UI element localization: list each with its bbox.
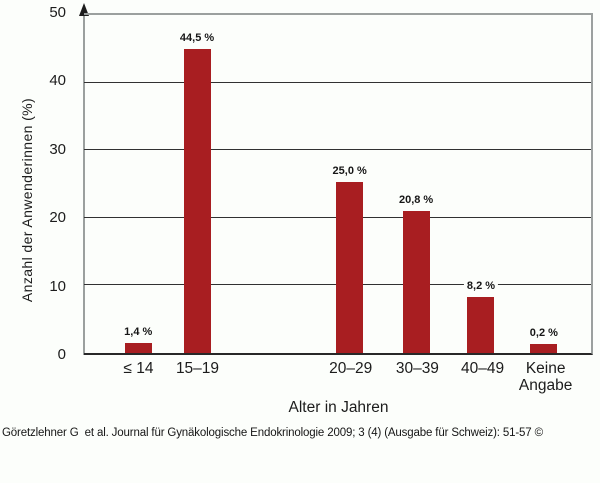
bar [183, 49, 211, 353]
y-tick-label: 30 [49, 140, 66, 158]
x-tick-label: ≤ 14 [123, 360, 154, 377]
y-axis-line [83, 13, 85, 355]
bar-value-label: 44,5 % [176, 32, 218, 45]
bar [124, 343, 152, 353]
bars-layer: 1,4 % 44,5 % 25,0 % 20,8 % 8,2 % 0,2 % [84, 15, 591, 353]
bar [530, 344, 558, 353]
y-tick-label: 40 [49, 72, 66, 90]
y-tick-label: 50 [49, 4, 66, 21]
bar [467, 297, 495, 353]
y-axis-arrow-icon [79, 3, 89, 16]
x-axis-ticks: ≤ 14 15–19 20–29 30–39 40–49 Keine Angabe [84, 360, 593, 400]
bar-value-label: 25,0 % [329, 165, 370, 178]
bar-value-label: 20,8 % [395, 194, 437, 207]
x-tick-label: 15–19 [175, 360, 220, 377]
gridline [84, 149, 591, 151]
bar-value-label: 8,2 % [463, 280, 499, 293]
y-tick-label: 20 [49, 209, 66, 227]
x-axis-title: Alter in Jahren [288, 399, 389, 416]
y-tick-label: 10 [49, 277, 66, 295]
bar-value-label: 0,2 % [526, 327, 561, 340]
x-tick-label: Keine Angabe [518, 360, 573, 394]
x-tick-label: 30–39 [395, 360, 439, 377]
y-tick-label: 0 [57, 346, 66, 363]
gridline [84, 81, 591, 83]
citation-text: Göretzlehner G et al. Journal für Gynäko… [2, 427, 543, 439]
bar [336, 182, 364, 353]
plot-area: 1,4 % 44,5 % 25,0 % 20,8 % 8,2 % 0,2 % [84, 13, 593, 355]
bar-value-label: 1,4 % [121, 326, 156, 339]
y-axis-ticks: 0 10 20 30 40 50 [30, 4, 74, 363]
bar [402, 211, 430, 353]
x-tick-label: 40–49 [460, 360, 505, 377]
x-tick-label: 20–29 [329, 360, 373, 377]
